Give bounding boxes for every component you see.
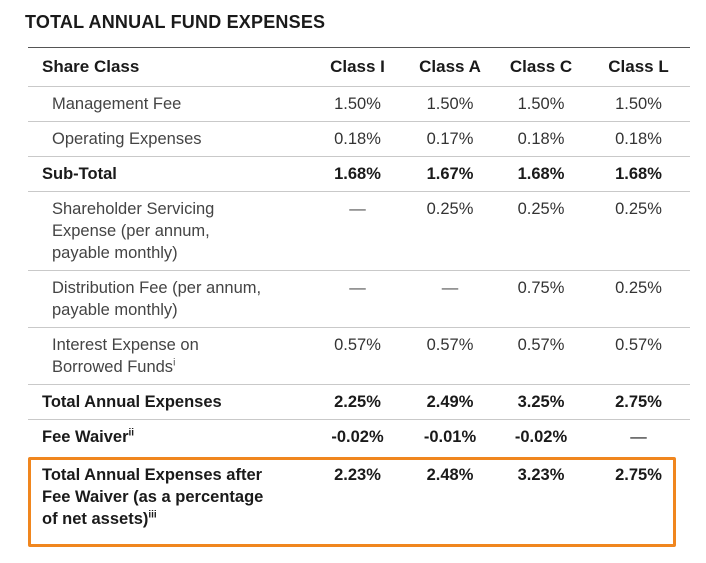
footnote-marker: i — [173, 357, 176, 369]
header-class-c: Class C — [509, 57, 573, 76]
header-share-class: Share Class — [42, 57, 140, 76]
cell-class-l: 0.25% — [587, 270, 690, 328]
row-distribution-fee: Distribution Fee (per annum, payable mon… — [28, 270, 690, 328]
cell-class-c: 0.18% — [495, 121, 587, 157]
cell-class-a: 0.17% — [405, 121, 495, 157]
row-label: Total Annual Expenses after Fee Waiver (… — [28, 454, 310, 544]
row-label-text: Fee Waiver — [42, 428, 129, 446]
row-interest-expense: Interest Expense on Borrowed Fundsi 0.57… — [28, 327, 690, 385]
cell-class-l: 1.68% — [587, 156, 690, 192]
row-label-line: Expense (per annum, — [52, 222, 210, 240]
cell-class-c: 3.25% — [495, 384, 587, 420]
cell-class-i: 0.18% — [310, 121, 405, 157]
row-label: Total Annual Expenses — [28, 384, 310, 420]
cell-class-l: 2.75% — [587, 384, 690, 420]
row-sub-total: Sub-Total 1.68% 1.67% 1.68% 1.68% — [28, 156, 690, 192]
table-header-row: Share Class Class I Class A Class C Clas… — [28, 47, 690, 87]
cell-class-c: 0.25% — [495, 191, 587, 271]
cell-class-a: -0.01% — [405, 419, 495, 454]
header-class-l: Class L — [608, 57, 669, 76]
cell-class-c: -0.02% — [495, 419, 587, 454]
row-label: Sub-Total — [28, 156, 310, 192]
cell-class-l: 0.18% — [587, 121, 690, 157]
cell-class-a: 2.48% — [426, 466, 474, 484]
cell-class-c: 1.50% — [495, 86, 587, 122]
cell-class-i: — — [310, 270, 405, 328]
row-label-line: Total Annual Expenses after — [42, 466, 263, 484]
row-label-line: Fee Waiver (as a percentage — [42, 488, 264, 506]
cell-class-l: 0.25% — [587, 191, 690, 271]
cell-class-l: — — [587, 419, 690, 454]
cell-class-a: 0.57% — [405, 327, 495, 385]
row-label-line: of net assets) — [42, 510, 149, 528]
page-title: TOTAL ANNUAL FUND EXPENSES — [25, 12, 326, 32]
row-fee-waiver: Fee Waiverii -0.02% -0.01% -0.02% — — [28, 419, 690, 454]
footnote-marker: ii — [128, 427, 135, 439]
cell-class-i: 1.50% — [310, 86, 405, 122]
row-label: Interest Expense on Borrowed Fundsi — [28, 327, 310, 385]
cell-class-a: 2.49% — [405, 384, 495, 420]
row-shareholder-servicing: Shareholder Servicing Expense (per annum… — [28, 191, 690, 271]
cell-class-a: — — [405, 270, 495, 328]
row-label-line: Distribution Fee (per annum, — [52, 279, 262, 297]
row-label: Fee Waiverii — [28, 419, 310, 454]
row-label-line: Interest Expense on — [52, 336, 199, 354]
row-label-line: Shareholder Servicing — [52, 200, 215, 218]
fund-expenses-table: Share Class Class I Class A Class C Clas… — [28, 47, 690, 544]
row-label: Management Fee — [28, 86, 310, 122]
header-class-a: Class A — [419, 57, 481, 76]
row-label: Operating Expenses — [28, 121, 310, 157]
header-class-i: Class I — [330, 57, 385, 76]
fund-expenses-table-container: Share Class Class I Class A Class C Clas… — [28, 47, 690, 544]
cell-class-i: — — [310, 191, 405, 271]
cell-class-i: -0.02% — [310, 419, 405, 454]
row-label: Distribution Fee (per annum, payable mon… — [28, 270, 310, 328]
row-label: Shareholder Servicing Expense (per annum… — [28, 191, 310, 271]
cell-class-c: 3.23% — [517, 466, 565, 484]
cell-class-i: 1.68% — [310, 156, 405, 192]
row-label-line: payable monthly) — [52, 301, 178, 319]
cell-class-c: 0.75% — [495, 270, 587, 328]
cell-class-a: 1.50% — [405, 86, 495, 122]
cell-class-c: 0.57% — [495, 327, 587, 385]
cell-class-a: 0.25% — [405, 191, 495, 271]
row-total-after-waiver: Total Annual Expenses after Fee Waiver (… — [28, 454, 690, 544]
cell-class-l: 1.50% — [587, 86, 690, 122]
cell-class-i: 0.57% — [310, 327, 405, 385]
cell-class-l: 0.57% — [587, 327, 690, 385]
cell-class-a: 1.67% — [405, 156, 495, 192]
cell-class-l: 2.75% — [615, 466, 662, 484]
cell-class-i: 2.25% — [310, 384, 405, 420]
row-label-line: Borrowed Funds — [52, 358, 174, 376]
footnote-marker: iii — [148, 509, 157, 521]
cell-class-c: 1.68% — [495, 156, 587, 192]
row-management-fee: Management Fee 1.50% 1.50% 1.50% 1.50% — [28, 86, 690, 122]
row-label-line: payable monthly) — [52, 244, 178, 262]
row-total-annual-expenses: Total Annual Expenses 2.25% 2.49% 3.25% … — [28, 384, 690, 420]
row-operating-expenses: Operating Expenses 0.18% 0.17% 0.18% 0.1… — [28, 121, 690, 157]
cell-class-i: 2.23% — [334, 466, 381, 484]
